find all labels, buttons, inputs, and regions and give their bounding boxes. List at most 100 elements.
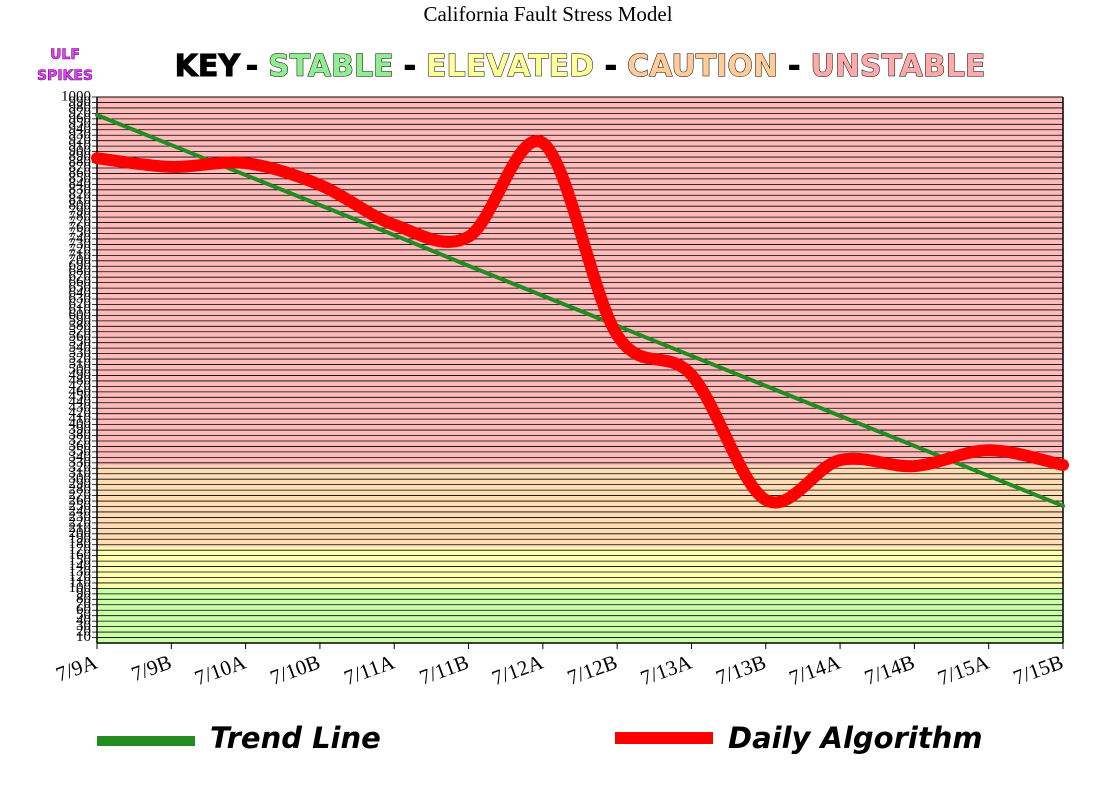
chart-title: California Fault Stress Model — [423, 2, 672, 26]
badge: SPIKES — [37, 68, 93, 84]
y-tick-label: 10 — [76, 629, 91, 645]
y-tick-label: 690 — [69, 258, 92, 274]
y-tick-label: 370 — [69, 432, 92, 448]
y-tick-label: 590 — [69, 312, 92, 328]
y-tick-label: 60 — [76, 602, 91, 618]
key-item: UNSTABLE — [810, 49, 985, 84]
y-tick-label: 780 — [69, 209, 92, 225]
y-tick-label: 930 — [69, 127, 92, 143]
y-tick-label: 790 — [69, 203, 92, 219]
y-tick-label: 720 — [69, 241, 92, 257]
key-item: CAUTION — [627, 49, 778, 84]
x-tick-label: 7/11B — [416, 650, 472, 690]
key-separator: - — [788, 49, 800, 84]
y-tick-label: 910 — [69, 138, 92, 154]
y-tick-label: 230 — [69, 509, 92, 525]
key-item: STABLE — [268, 49, 393, 84]
y-tick-label: 20 — [76, 624, 91, 640]
y-tick-label: 640 — [69, 285, 92, 301]
y-tick-label: 430 — [69, 400, 92, 416]
y-tick-label: 350 — [69, 443, 92, 459]
y-tick-label: 850 — [69, 170, 92, 186]
y-tick-label: 950 — [69, 116, 92, 132]
y-tick-label: 400 — [69, 416, 92, 432]
y-tick-label: 440 — [69, 394, 92, 410]
y-tick-label: 120 — [69, 569, 92, 585]
x-tick-label: 7/11A — [341, 649, 399, 690]
y-tick-label: 970 — [69, 105, 92, 121]
key-separator: - — [246, 49, 258, 84]
y-tick-label: 190 — [69, 531, 92, 547]
y-tick-label: 660 — [69, 274, 92, 290]
y-tick-label: 540 — [69, 340, 92, 356]
y-tick-label: 510 — [69, 356, 92, 372]
x-tick-label: 7/12B — [564, 650, 620, 690]
y-tick-label: 410 — [69, 411, 92, 427]
y-tick-label: 760 — [69, 219, 92, 235]
y-tick-label: 210 — [69, 520, 92, 536]
y-tick-label: 50 — [76, 607, 91, 623]
x-tick-label: 7/10B — [267, 650, 323, 690]
badge: ULF — [50, 47, 80, 63]
y-tick-label: 340 — [69, 449, 92, 465]
y-tick-label: 550 — [69, 334, 92, 350]
y-tick-label: 500 — [69, 361, 92, 377]
x-tick-label: 7/9B — [128, 650, 175, 687]
key-item: ELEVATED — [426, 49, 595, 84]
x-tick-label: 7/15A — [935, 649, 993, 690]
x-tick-label: 7/12A — [489, 649, 547, 690]
y-tick-label: 360 — [69, 438, 92, 454]
y-tick-label: 170 — [69, 542, 92, 558]
y-tick-label: 280 — [69, 482, 92, 498]
y-tick-label: 220 — [69, 514, 92, 530]
y-tick-label: 90 — [76, 585, 91, 601]
y-tick-label: 980 — [69, 99, 92, 115]
y-tick-label: 260 — [69, 492, 92, 508]
y-tick-label: 860 — [69, 165, 92, 181]
y-tick-label: 620 — [69, 296, 92, 312]
y-tick-label: 290 — [69, 476, 92, 492]
legend-label: Trend Line — [210, 721, 381, 755]
y-tick-label: 750 — [69, 225, 92, 241]
x-tick-label: 7/9A — [53, 649, 101, 686]
x-tick-label: 7/14A — [786, 649, 844, 690]
y-tick-label: 730 — [69, 236, 92, 252]
y-tick-label: 450 — [69, 389, 92, 405]
series-line — [91, 135, 1069, 509]
y-tick-label: 240 — [69, 503, 92, 519]
x-tick-label: 7/13A — [637, 649, 695, 690]
y-tick-label: 310 — [69, 465, 92, 481]
y-tick-label: 630 — [69, 290, 92, 306]
key: KEY - STABLE - ELEVATED - CAUTION - UNSTABLE — [175, 49, 986, 84]
band — [97, 547, 1063, 589]
y-tick-label: 990 — [69, 94, 92, 110]
y-tick-label: 810 — [69, 192, 92, 208]
y-tick-label: 130 — [69, 563, 92, 579]
y-tick-label: 390 — [69, 421, 92, 437]
legend-swatch — [615, 732, 713, 744]
series-line — [95, 113, 1065, 508]
y-tick-label: 820 — [69, 187, 92, 203]
y-tick-label: 940 — [69, 121, 92, 137]
y-tick-label: 330 — [69, 454, 92, 470]
key-separator: - — [605, 49, 617, 84]
y-tick-label: 600 — [69, 307, 92, 323]
y-tick-label: 320 — [69, 460, 92, 476]
y-tick-label: 880 — [69, 154, 92, 170]
y-tick-label: 160 — [69, 547, 92, 563]
y-tick-label: 140 — [69, 558, 92, 574]
y-tick-label: 30 — [76, 618, 91, 634]
y-tick-label: 270 — [69, 487, 92, 503]
y-tick-label: 900 — [69, 143, 92, 159]
y-tick-label: 870 — [69, 159, 92, 175]
y-tick-label: 610 — [69, 301, 92, 317]
x-tick-label: 7/10A — [191, 649, 249, 690]
y-tick-label: 560 — [69, 329, 92, 345]
y-tick-label: 710 — [69, 247, 92, 263]
y-tick-label: 70 — [76, 596, 91, 612]
y-tick-label: 150 — [69, 553, 92, 569]
y-tick-label: 180 — [69, 536, 92, 552]
y-tick-label: 1000 — [61, 88, 91, 104]
legend-swatch — [97, 736, 195, 746]
